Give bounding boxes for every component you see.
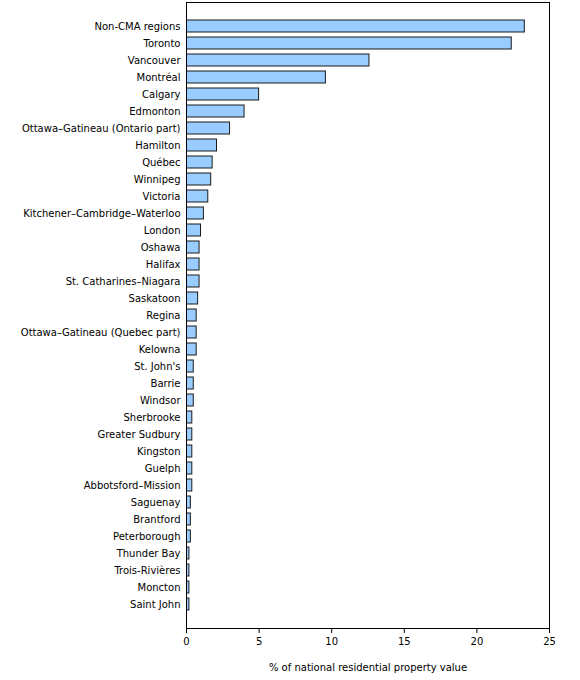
- svg-text:Peterborough: Peterborough: [113, 531, 181, 542]
- svg-text:25: 25: [543, 636, 556, 647]
- svg-text:Ottawa–Gatineau (Quebec part): Ottawa–Gatineau (Quebec part): [21, 327, 181, 338]
- svg-text:Trois-Rivières: Trois-Rivières: [113, 565, 180, 576]
- svg-text:Kingston: Kingston: [137, 446, 181, 457]
- svg-text:Oshawa: Oshawa: [141, 242, 181, 253]
- svg-text:Moncton: Moncton: [138, 582, 181, 593]
- svg-text:Non-CMA regions: Non-CMA regions: [94, 21, 180, 32]
- svg-text:10: 10: [325, 636, 338, 647]
- svg-text:St. John's: St. John's: [134, 361, 180, 372]
- svg-text:Hamilton: Hamilton: [135, 140, 180, 151]
- svg-text:Guelph: Guelph: [145, 463, 181, 474]
- svg-text:Barrie: Barrie: [151, 378, 181, 389]
- svg-text:Québec: Québec: [142, 157, 180, 168]
- svg-text:Calgary: Calgary: [142, 89, 180, 100]
- svg-text:20: 20: [471, 636, 484, 647]
- svg-text:Brantford: Brantford: [133, 514, 180, 525]
- svg-text:Thunder Bay: Thunder Bay: [116, 548, 181, 559]
- svg-text:Abbotsford–Mission: Abbotsford–Mission: [84, 480, 181, 491]
- svg-text:% of national residential prop: % of national residential property value: [269, 662, 467, 673]
- svg-text:Greater Sudbury: Greater Sudbury: [97, 429, 180, 440]
- svg-text:Ottawa–Gatineau (Ontario part): Ottawa–Gatineau (Ontario part): [22, 123, 181, 134]
- svg-text:Saskatoon: Saskatoon: [129, 293, 181, 304]
- svg-text:Kitchener–Cambridge–Waterloo: Kitchener–Cambridge–Waterloo: [23, 208, 180, 219]
- svg-text:Montréal: Montréal: [137, 72, 181, 83]
- svg-text:15: 15: [398, 636, 411, 647]
- svg-text:Vancouver: Vancouver: [128, 55, 182, 66]
- svg-text:Saint John: Saint John: [130, 599, 180, 610]
- svg-text:London: London: [144, 225, 181, 236]
- svg-text:Toronto: Toronto: [143, 38, 181, 49]
- svg-text:Regina: Regina: [146, 310, 180, 321]
- svg-text:Sherbrooke: Sherbrooke: [123, 412, 180, 423]
- svg-text:Saguenay: Saguenay: [131, 497, 181, 508]
- svg-text:St. Catharines–Niagara: St. Catharines–Niagara: [66, 276, 181, 287]
- svg-text:Edmonton: Edmonton: [129, 106, 180, 117]
- svg-text:Windsor: Windsor: [140, 395, 181, 406]
- svg-text:Kelowna: Kelowna: [139, 344, 181, 355]
- svg-text:Victoria: Victoria: [143, 191, 181, 202]
- svg-text:0: 0: [183, 636, 189, 647]
- svg-text:5: 5: [256, 636, 262, 647]
- svg-text:Halifax: Halifax: [146, 259, 181, 270]
- svg-text:Winnipeg: Winnipeg: [134, 174, 181, 185]
